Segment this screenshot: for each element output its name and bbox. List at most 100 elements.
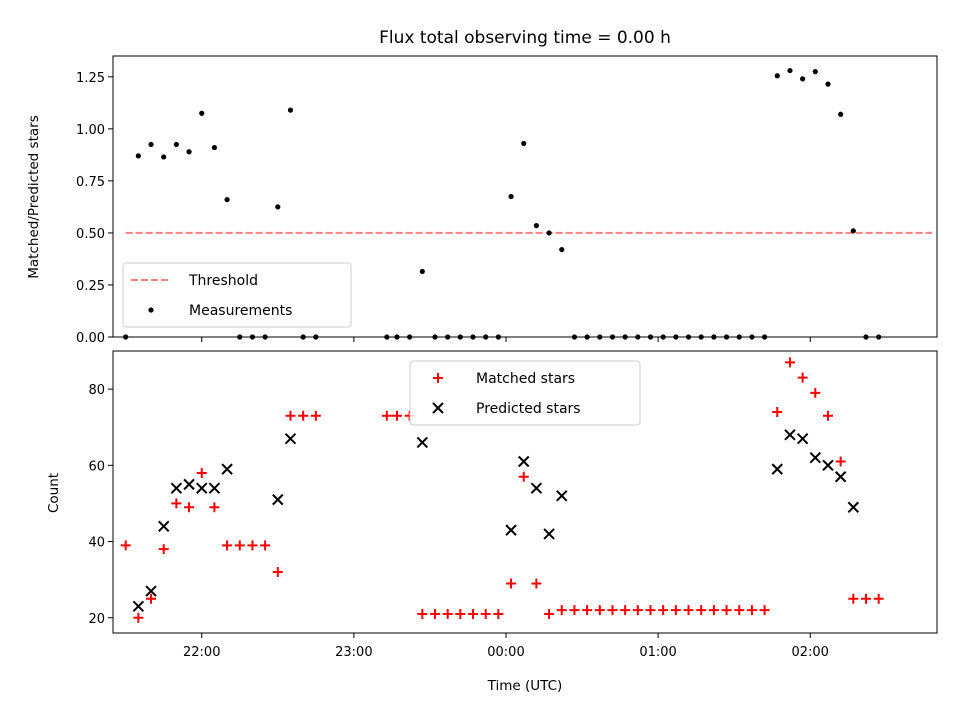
matched-stars-point bbox=[184, 502, 195, 513]
bottom-y-tick-label: 80 bbox=[88, 383, 105, 398]
matched-stars-point bbox=[455, 608, 466, 619]
predicted-stars-point bbox=[784, 429, 796, 441]
matched-stars-point bbox=[234, 540, 245, 551]
matched-stars-point bbox=[658, 605, 669, 616]
measurements-legend-marker bbox=[148, 307, 154, 313]
matched-stars-point bbox=[120, 540, 131, 551]
measurements-point bbox=[787, 67, 793, 74]
matched-stars-point bbox=[645, 605, 656, 616]
matched-stars-point bbox=[683, 605, 694, 616]
matched-stars-point bbox=[442, 608, 453, 619]
chart-title: Flux total observing time = 0.00 h bbox=[379, 28, 671, 48]
matched-stars-point bbox=[518, 471, 529, 482]
matched-stars-point bbox=[531, 578, 542, 589]
measurements-point bbox=[199, 110, 205, 116]
measurements-legend-label: Measurements bbox=[189, 303, 292, 319]
predicted-stars-point bbox=[543, 528, 555, 540]
bottom-y-axis-label: Count bbox=[46, 473, 62, 513]
top-y-tick-label: 1.00 bbox=[76, 123, 105, 138]
predicted-stars-point bbox=[272, 493, 284, 506]
matched-stars-point bbox=[158, 544, 169, 555]
measurements-point bbox=[161, 154, 167, 160]
predicted-stars-point bbox=[208, 482, 221, 494]
predicted-stars-point bbox=[132, 600, 145, 613]
predicted-stars-point bbox=[505, 524, 517, 536]
matched-stars-point bbox=[381, 410, 392, 421]
threshold-legend-label: Threshold bbox=[188, 273, 258, 289]
matched-stars-point bbox=[468, 608, 479, 619]
top-legend: Threshold Measurements bbox=[122, 262, 352, 328]
predicted-stars-point bbox=[158, 520, 170, 533]
predicted-stars-point bbox=[771, 463, 783, 475]
matched-stars-legend-marker bbox=[433, 373, 443, 383]
measurements-point bbox=[559, 246, 565, 253]
matched-stars-point bbox=[861, 593, 872, 604]
matched-stars-point bbox=[848, 593, 859, 604]
measurements-point bbox=[521, 140, 527, 147]
predicted-stars-point bbox=[530, 482, 543, 494]
matched-stars-point bbox=[391, 410, 402, 421]
matched-stars-point bbox=[594, 605, 605, 616]
bottom-legend: Matched stars Predicted stars bbox=[409, 360, 641, 426]
measurements-point bbox=[838, 111, 844, 117]
matched-stars-point bbox=[569, 605, 580, 616]
matched-stars-point bbox=[417, 608, 428, 619]
matched-stars-point bbox=[247, 540, 258, 551]
top-y-tick-label: 0.00 bbox=[76, 331, 105, 346]
measurements-point bbox=[186, 149, 192, 155]
bottom-plot-frame bbox=[112, 350, 938, 634]
bottom-y-tick-label: 40 bbox=[88, 536, 105, 551]
matched-stars-point bbox=[506, 578, 517, 589]
matched-stars-point bbox=[835, 456, 846, 467]
x-tick-label: 02:00 bbox=[791, 645, 828, 660]
predicted-stars-point bbox=[221, 463, 233, 475]
matched-stars-point bbox=[260, 540, 271, 551]
predicted-stars-point bbox=[556, 490, 568, 502]
x-tick-label: 23:00 bbox=[335, 645, 372, 660]
x-tick-label: 01:00 bbox=[639, 645, 676, 660]
measurements-point bbox=[224, 197, 230, 203]
matched-stars-point bbox=[620, 605, 631, 616]
matched-stars-legend-label: Matched stars bbox=[476, 371, 575, 387]
bottom-panel: Count Time (UTC) 22:00 23:00 00:00 01:00 02:… bbox=[46, 350, 938, 694]
matched-stars-point bbox=[146, 593, 157, 604]
measurements-point bbox=[800, 76, 806, 82]
predicted-stars-point bbox=[847, 501, 860, 513]
measurements-point bbox=[275, 204, 281, 210]
top-y-axis-label: Matched/Predicted stars bbox=[26, 115, 42, 278]
top-legend-box bbox=[122, 262, 352, 328]
matched-stars-point bbox=[822, 410, 833, 421]
predicted-stars-point bbox=[518, 455, 530, 468]
matched-stars-point bbox=[759, 605, 770, 616]
predicted-stars-point bbox=[183, 478, 195, 491]
measurements-point bbox=[135, 153, 141, 159]
matched-stars-point bbox=[772, 406, 783, 417]
predicted-stars-point bbox=[145, 585, 157, 597]
matched-stars-point bbox=[493, 608, 504, 619]
predicted-stars-point bbox=[284, 432, 297, 445]
measurements-point bbox=[533, 223, 540, 229]
measurements-point bbox=[173, 141, 179, 148]
x-axis-label: Time (UTC) bbox=[487, 678, 563, 694]
bottom-legend-box bbox=[409, 360, 641, 426]
predicted-stars-point bbox=[170, 482, 183, 494]
matched-stars-point bbox=[734, 605, 745, 616]
matched-stars-point bbox=[708, 605, 719, 616]
predicted-stars-point bbox=[809, 451, 822, 464]
top-y-tick-label: 0.75 bbox=[76, 175, 105, 190]
matched-stars-point bbox=[272, 567, 283, 578]
matched-stars-point bbox=[670, 605, 681, 616]
bottom-y-tick-label: 60 bbox=[88, 459, 105, 474]
measurements-point bbox=[508, 193, 514, 200]
matched-stars-point bbox=[632, 605, 643, 616]
predicted-stars-point bbox=[196, 482, 208, 494]
matched-stars-point bbox=[480, 608, 491, 619]
measurements-point bbox=[148, 141, 154, 148]
predicted-stars-point bbox=[822, 459, 834, 472]
matched-stars-point bbox=[196, 467, 207, 478]
bottom-y-tick-label: 20 bbox=[88, 612, 105, 627]
matched-stars-point bbox=[556, 605, 567, 616]
matched-stars-point bbox=[133, 612, 144, 623]
matched-stars-point bbox=[607, 605, 618, 616]
